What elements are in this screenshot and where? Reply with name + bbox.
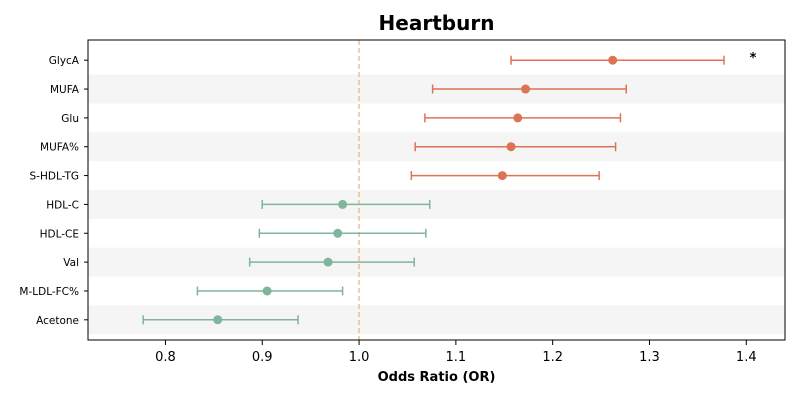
y-category-label: Acetone <box>36 315 79 327</box>
forest-row-mufa <box>431 84 627 94</box>
y-category-label: GlycA <box>49 55 80 67</box>
or-point <box>262 286 272 296</box>
y-category-label: S-HDL-TG <box>30 171 79 183</box>
x-axis: 0.8 0.9 1.0 1.1 1.2 1.3 1.4 <box>155 340 757 365</box>
forest-row-glyca: * <box>510 51 757 66</box>
y-category-label: MUFA <box>50 84 80 96</box>
data-marks: * <box>142 51 757 325</box>
chart-title: Heartburn <box>379 11 495 35</box>
or-point <box>506 142 516 152</box>
forest-row-s-hdl-tg <box>410 171 600 181</box>
forest-row-m-ldl-fc- <box>196 286 344 296</box>
x-tick-label: 1.3 <box>639 350 660 365</box>
y-category-label: HDL-CE <box>40 228 79 240</box>
forest-row-hdl-ce <box>258 228 427 238</box>
plot-frame <box>87 39 786 341</box>
forest-row-acetone <box>142 315 299 325</box>
forest-row-val <box>248 257 415 267</box>
y-category-label: MUFA% <box>40 142 79 154</box>
or-point <box>213 315 223 325</box>
y-category-label: M-LDL-FC% <box>19 286 79 298</box>
y-category-label: Glu <box>61 113 79 125</box>
y-axis: GlycA MUFA Glu MUFA% S-HDL-TG HDL-C HDL-CE Val M… <box>19 55 88 327</box>
row-band <box>88 190 785 219</box>
x-axis-label: Odds Ratio (OR) <box>378 370 496 385</box>
x-tick-label: 1.4 <box>736 350 757 365</box>
forest-row-hdl-c <box>261 199 431 209</box>
forest-row-glu <box>424 113 622 123</box>
x-tick-label: 0.8 <box>155 350 176 365</box>
or-point <box>323 257 333 267</box>
x-tick-label: 1.1 <box>446 350 467 365</box>
row-bands <box>88 74 785 335</box>
or-point <box>497 171 507 181</box>
x-tick-label: 1.2 <box>542 350 563 365</box>
forest-row-mufa- <box>414 142 617 152</box>
x-tick-label: 1.0 <box>349 350 370 365</box>
or-point <box>521 84 531 94</box>
or-point <box>333 228 343 238</box>
significance-marker: * <box>750 51 757 66</box>
or-point <box>608 55 618 65</box>
y-category-label: Val <box>63 257 79 269</box>
y-category-label: HDL-C <box>46 199 79 211</box>
or-point <box>338 199 348 209</box>
x-tick-label: 0.9 <box>252 350 273 365</box>
or-point <box>513 113 523 123</box>
row-band <box>88 247 785 277</box>
